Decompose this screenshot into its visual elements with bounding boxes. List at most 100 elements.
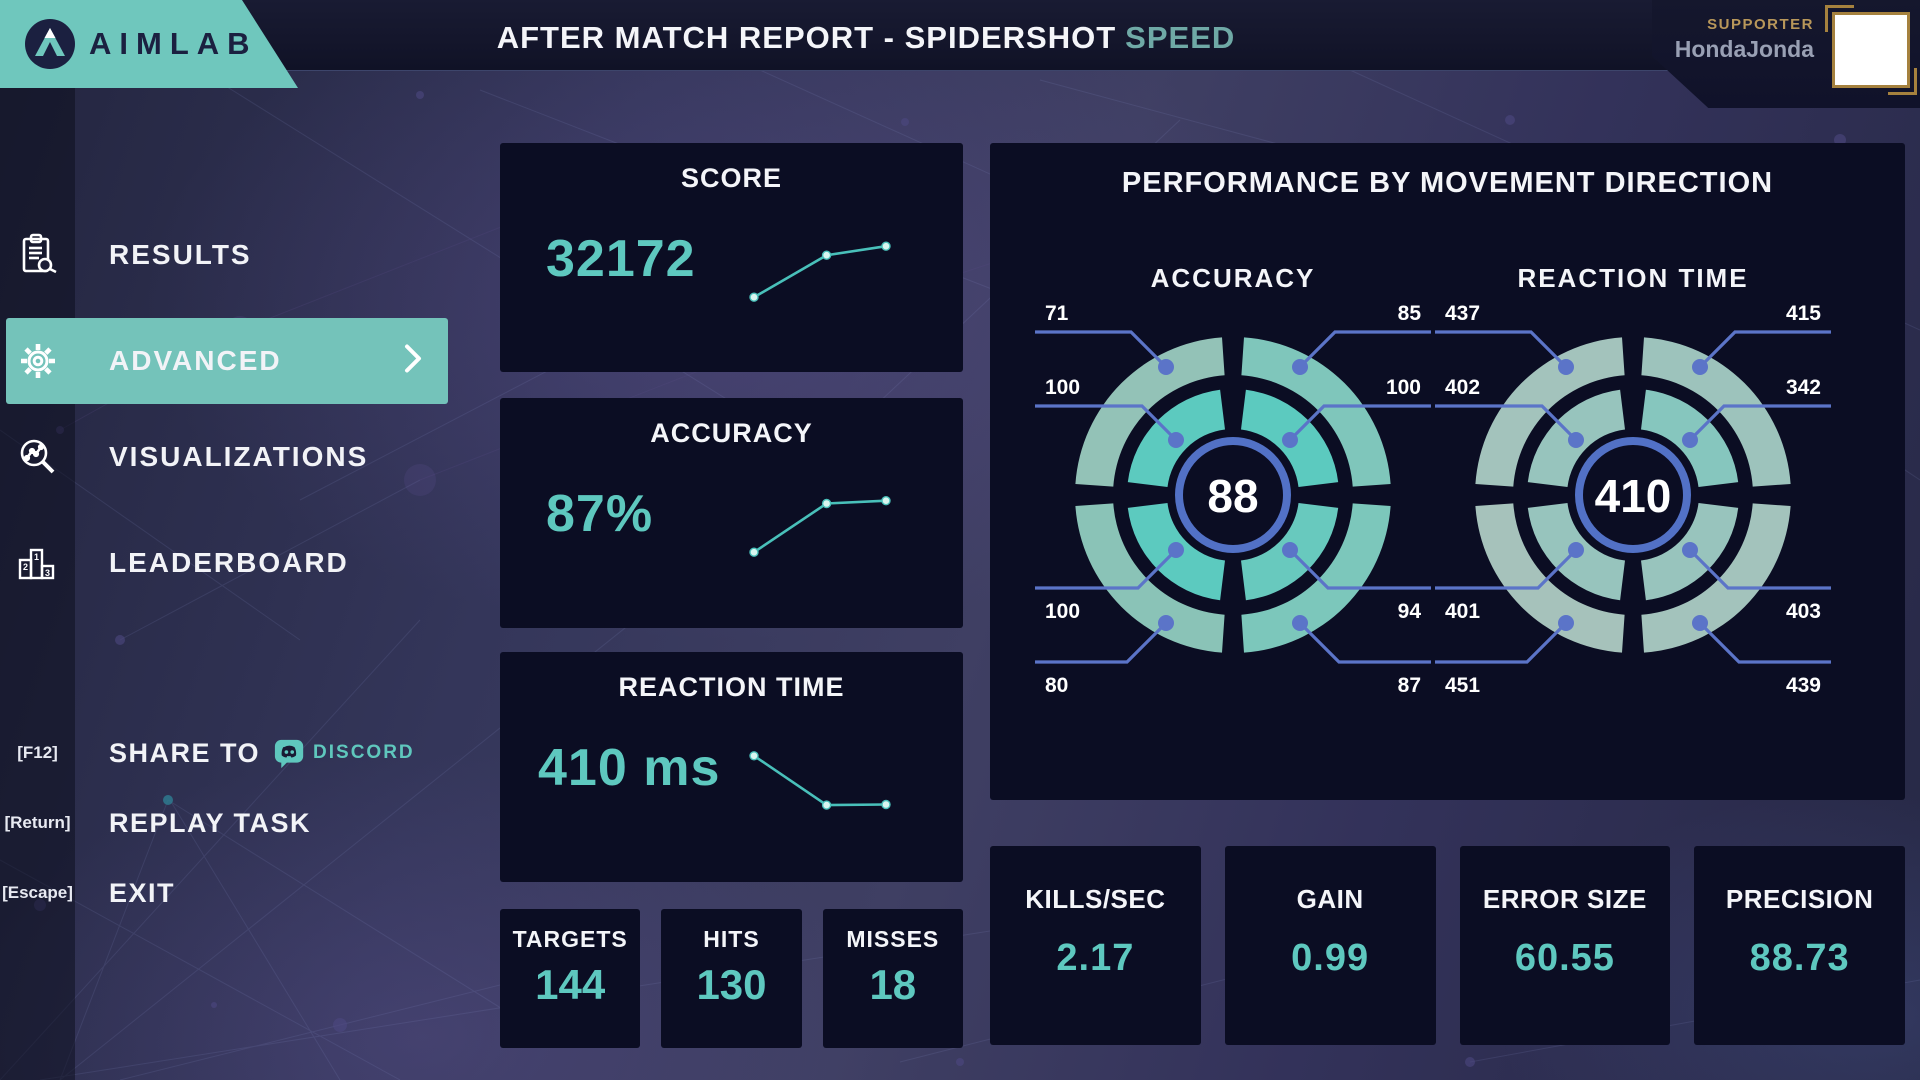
header [0, 0, 1920, 71]
radial-chart-title: ACCURACY [1151, 263, 1316, 293]
callout-line [1298, 621, 1431, 664]
error-size-value: 60.55 [1514, 937, 1615, 979]
precision-label: PRECISION [1725, 884, 1874, 914]
exit-button[interactable]: [Escape] EXIT [0, 870, 448, 916]
supporter-name: HondaJonda [1674, 36, 1814, 62]
callout-dot [1682, 432, 1698, 448]
share-to-label: SHARE TO [109, 737, 261, 768]
sparkline-svg [749, 751, 891, 810]
targets-value: 144 [535, 961, 606, 1008]
sidebar-item-advanced[interactable]: ADVANCED [6, 318, 448, 404]
radial-chart-title: REACTION TIME [1517, 263, 1748, 293]
error-size-card: ERROR SIZE 60.55 [1459, 846, 1671, 1045]
gain-label: GAIN [1296, 884, 1364, 914]
kills-per-sec-label: KILLS/SEC [1025, 884, 1166, 914]
kills-per-sec-value: 2.17 [1056, 937, 1135, 979]
logo-text: AIMLAB [89, 26, 258, 61]
callout-value: 87 [1398, 674, 1421, 697]
callout-dot [1292, 359, 1308, 375]
misses-value: 18 [869, 961, 917, 1008]
segment-outer-bottom-left [1075, 503, 1225, 653]
callout-value: 100 [1045, 376, 1080, 399]
callout-line [1035, 621, 1168, 664]
callout-value: 439 [1786, 674, 1821, 697]
share-to-discord-button[interactable]: [F12] SHARE TO DISCORD [0, 730, 448, 776]
callout-value: 415 [1786, 302, 1821, 325]
callout-line [1698, 330, 1831, 369]
callout-line [1435, 404, 1578, 442]
sidebar-item-results[interactable]: RESULTS [0, 212, 448, 298]
gain-value: 0.99 [1291, 937, 1370, 979]
performance-panel: PERFORMANCE BY MOVEMENT DIRECTION ACCURA… [990, 143, 1905, 800]
callout-dot [1568, 432, 1584, 448]
callout-dot [1568, 542, 1584, 558]
score-value: 32172 [546, 230, 696, 288]
misses-card: MISSES 18 [822, 909, 963, 1048]
sparkline-svg [749, 495, 891, 557]
reaction-time-card: REACTION TIME 410 ms [500, 652, 963, 882]
segment-outer-top-right [1241, 337, 1391, 487]
callout-value: 403 [1786, 600, 1821, 623]
callout-dot [1558, 359, 1574, 375]
aimlab-logo-icon [25, 19, 75, 69]
callout-line [1435, 330, 1568, 369]
avatar[interactable] [1825, 5, 1917, 95]
callout-value: 451 [1445, 674, 1480, 697]
gear-icon [6, 338, 75, 384]
accuracy-value: 87% [546, 485, 654, 543]
precision-card: PRECISION 88.73 [1694, 846, 1905, 1045]
hits-card: HITS 130 [661, 909, 802, 1048]
score-card-title: SCORE [680, 163, 783, 193]
callout-line [1288, 548, 1431, 590]
reaction-time-value: 410 ms [538, 739, 721, 797]
sidebar-item-label: LEADERBOARD [109, 547, 349, 578]
accuracy-card-title: ACCURACY [650, 418, 813, 448]
segment-outer-bottom-right [1641, 503, 1791, 653]
center-ring [1175, 437, 1291, 553]
callout-dot [1168, 432, 1184, 448]
targets-card: TARGETS 144 [500, 909, 641, 1048]
misses-label: MISSES [846, 926, 940, 952]
callout-dot [1168, 542, 1184, 558]
callout-line [1688, 548, 1831, 590]
accuracy-trend-sparkline [745, 490, 895, 564]
discord-icon [274, 739, 304, 768]
segment-outer-top-left [1075, 337, 1225, 487]
callout-dot [1692, 615, 1708, 631]
score-trend-sparkline [745, 235, 895, 309]
reaction-time-card-title: REACTION TIME [618, 672, 845, 702]
radial-chart-svg: ACCURACY 71 85 100 100 100 94 80 87 88 [1035, 263, 1431, 697]
callout-dot [1692, 359, 1708, 375]
callout-line [1035, 404, 1178, 442]
callout-line [1035, 330, 1168, 369]
callout-value: 401 [1445, 600, 1480, 623]
error-size-label: ERROR SIZE [1482, 884, 1647, 914]
callout-value: 94 [1398, 600, 1422, 623]
replay-task-button[interactable]: [Return] REPLAY TASK [0, 800, 448, 846]
reaction-time-direction-chart: REACTION TIME 437 415 402 342 401 403 451 439 410 [1418, 255, 1848, 703]
discord-wordmark: DISCORD [313, 742, 415, 763]
sparkline-svg [749, 241, 891, 302]
accuracy-direction-chart: ACCURACY 71 85 100 100 100 94 80 87 88 [1018, 255, 1448, 703]
callout-line [1435, 621, 1568, 664]
sidebar-item-visualizations[interactable]: VISUALIZATIONS [0, 414, 448, 500]
results-icon [0, 232, 75, 278]
supporter-label: SUPPORTER [1707, 16, 1814, 33]
segment-outer-bottom-left [1475, 503, 1625, 653]
callout-line [1035, 548, 1178, 590]
aimlab-logo[interactable]: AIMLAB [0, 0, 298, 88]
hits-value: 130 [696, 961, 767, 1008]
reaction-time-trend-sparkline [745, 744, 895, 818]
shortcut-key-return: [Return] [4, 813, 71, 832]
callout-value: 85 [1398, 302, 1422, 325]
bottom-stats-row: KILLS/SEC 2.17 GAIN 0.99 ERROR SIZE 60.5… [990, 846, 1905, 1045]
discord-group: DISCORD [274, 737, 415, 770]
shortcut-key-f12: [F12] [17, 743, 58, 762]
score-card: SCORE 32172 [500, 143, 963, 372]
svg-text:2: 2 [22, 562, 27, 572]
callout-dot [1158, 615, 1174, 631]
segment-outer-top-right [1641, 337, 1791, 487]
shortcut-key-escape: [Escape] [2, 883, 73, 902]
